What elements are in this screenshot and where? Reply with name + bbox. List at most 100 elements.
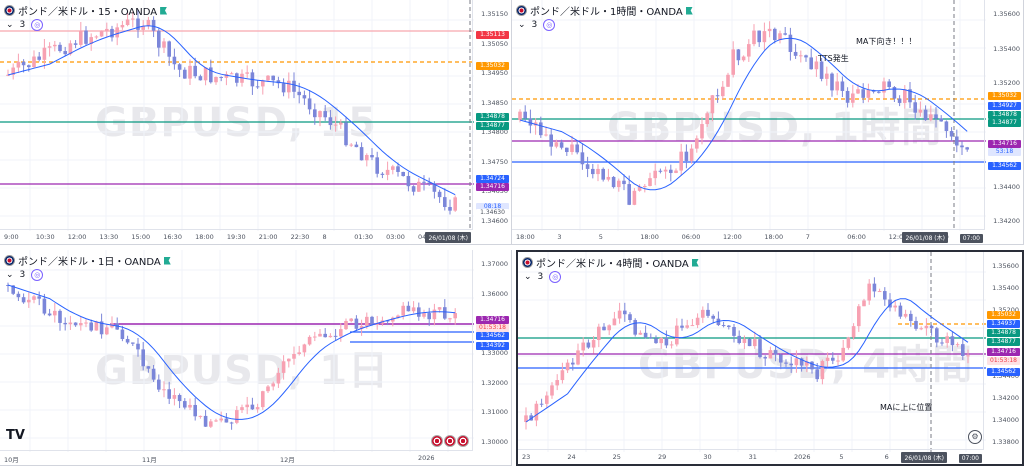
time-axis[interactable]: 10月 11月 12月 2026	[0, 450, 473, 465]
chart-panel-1h[interactable]: GBPUSD, 1時間 ポンド／米ドル・1時間・OANDA ⌄ 3 ◎ MA下向き！…	[512, 0, 1024, 245]
price-tag[interactable]: 1.35032	[987, 311, 1020, 319]
price-axis[interactable]: 1.35150 1.35050 1.34950 1.34850 1.34800 1.347…	[472, 0, 511, 230]
price-tag[interactable]: 01:53:18	[987, 357, 1020, 365]
time-tick: 18:00	[764, 233, 784, 241]
candle	[612, 311, 617, 326]
candle	[742, 335, 747, 350]
symbol-header[interactable]: ポンド／米ドル・15・OANDA	[4, 3, 168, 18]
annotation-above-ma[interactable]: MAに上に位置	[880, 403, 933, 412]
candle	[349, 317, 353, 323]
time-axis[interactable]: 2324252930312026567	[518, 449, 984, 464]
candle	[949, 127, 954, 142]
price-tag[interactable]: 08:18	[476, 203, 509, 211]
candle	[240, 404, 244, 413]
price-tag[interactable]: 1.34878	[988, 111, 1021, 119]
replay-icon[interactable]: ◎	[549, 271, 562, 283]
candle	[924, 318, 929, 336]
chevron-down-icon[interactable]: ⌄	[518, 20, 526, 30]
candles-15m[interactable]	[0, 0, 474, 231]
price-tag[interactable]: 1.34878	[476, 113, 509, 121]
time-tick: 15:00	[131, 233, 151, 241]
candle	[115, 23, 119, 46]
price-tag[interactable]: 1.34877	[988, 119, 1021, 127]
economic-events-icons[interactable]	[431, 435, 469, 447]
candle	[945, 332, 949, 348]
price-tag[interactable]: 1.35113	[476, 31, 509, 39]
time-tick: 5	[839, 453, 844, 461]
time-axis[interactable]: 9:00 10:30 12:00 13:30 15:00 16:30 18:00 19:30 2…	[0, 229, 473, 244]
price-tag[interactable]: 01:53:18	[476, 324, 509, 332]
price-axis[interactable]: 1.356001.354001.352001.348001.346001.344…	[984, 0, 1023, 230]
candle	[344, 116, 348, 147]
price-tag[interactable]: 1.34392	[476, 342, 509, 350]
candle	[727, 324, 731, 330]
price-tag[interactable]: 1.34877	[476, 122, 509, 130]
chevron-down-icon[interactable]: ⌄	[6, 270, 14, 280]
settings-gear-icon[interactable]: ⚙	[968, 430, 982, 444]
candle	[633, 318, 637, 337]
market-open-icon	[691, 258, 699, 267]
candle	[349, 143, 353, 148]
price-tag[interactable]: 1.35032	[476, 62, 509, 70]
chart-panel-1d[interactable]: GBPUSD, 1日 ポンド／米ドル・1日・OANDA ⌄ 3 ◎ TV 1.370…	[0, 250, 512, 466]
price-tag[interactable]: 1.34877	[987, 338, 1020, 346]
candle	[555, 374, 559, 391]
candle	[597, 323, 601, 348]
price-axis[interactable]: 1.370001.360001.350001.330001.320001.310…	[472, 250, 511, 451]
candle	[581, 337, 585, 357]
chart-panel-4h[interactable]: GBPUSD, 4時間 ポンド／米ドル・4時間・OANDA ⌄ 3 ◎ MAに上に位…	[516, 250, 1024, 466]
candle	[271, 381, 275, 391]
candle	[16, 53, 21, 74]
indicator-row[interactable]: ⌄ 3 ◎	[6, 269, 44, 281]
price-tag[interactable]: 1.35032	[988, 92, 1021, 100]
chevron-down-icon[interactable]: ⌄	[524, 272, 532, 282]
candle	[443, 299, 447, 320]
symbol-header[interactable]: ポンド／米ドル・1時間・OANDA	[516, 3, 693, 18]
price-tag[interactable]: 1.34724	[476, 175, 509, 183]
annotation-tts[interactable]: TTS発生	[818, 54, 849, 63]
candle	[867, 279, 871, 305]
price-tag[interactable]: 1.34927	[988, 102, 1021, 110]
price-tag[interactable]: 1.34562	[476, 332, 509, 340]
price-tag[interactable]: 1.34562	[988, 162, 1021, 170]
indicator-row[interactable]: ⌄ 3 ◎	[6, 19, 44, 31]
price-tag[interactable]: 1.34562	[987, 368, 1020, 376]
price-tag[interactable]: 1.34716	[476, 183, 509, 191]
replay-icon[interactable]: ◎	[31, 269, 44, 281]
event-flag-icon[interactable]	[431, 435, 443, 447]
candle	[545, 391, 549, 408]
price-tag[interactable]: 1.34937	[987, 320, 1020, 328]
price-tag[interactable]: 1.34630	[476, 209, 509, 217]
time-tick: 29	[658, 453, 667, 461]
candle	[255, 403, 260, 413]
candles-4h[interactable]	[518, 252, 986, 452]
indicator-row[interactable]: ⌄ 3 ◎	[518, 19, 556, 31]
candle	[841, 340, 845, 362]
time-tick: 12:00	[888, 233, 908, 241]
candles-1h[interactable]	[512, 0, 986, 231]
symbol-header[interactable]: ポンド／米ドル・4時間・OANDA	[522, 255, 699, 270]
price-tag[interactable]: 1.34878	[987, 329, 1020, 337]
candle	[695, 135, 699, 153]
event-flag-icon[interactable]	[444, 435, 456, 447]
candle	[523, 105, 527, 122]
candle	[261, 390, 265, 410]
tradingview-logo-icon[interactable]: TV	[6, 428, 25, 443]
candles-1d[interactable]	[0, 250, 474, 452]
indicator-row[interactable]: ⌄ 3 ◎	[524, 271, 562, 283]
price-tick: 1.34650	[481, 187, 508, 196]
price-tag[interactable]: 53:18	[988, 148, 1021, 156]
price-tag[interactable]: 1.34716	[987, 348, 1020, 356]
chart-panel-15m[interactable]: GBPUSD, 15 ポンド／米ドル・15・OANDA ⌄ 3 ◎ 1.35150 1…	[0, 0, 512, 245]
candle	[167, 381, 171, 405]
event-flag-icon[interactable]	[457, 435, 469, 447]
chevron-down-icon[interactable]: ⌄	[6, 20, 14, 30]
symbol-header[interactable]: ポンド／米ドル・1日・OANDA	[4, 253, 171, 268]
price-axis[interactable]: 1.356001.354001.352001.350001.348001.344…	[983, 252, 1022, 450]
candle	[601, 167, 605, 182]
replay-icon[interactable]: ◎	[31, 19, 44, 31]
annotation-ma-down[interactable]: MA下向き！！！	[856, 37, 917, 46]
replay-icon[interactable]: ◎	[543, 19, 556, 31]
price-tag[interactable]: 1.34716	[476, 316, 509, 324]
price-tag[interactable]: 1.34716	[988, 140, 1021, 148]
